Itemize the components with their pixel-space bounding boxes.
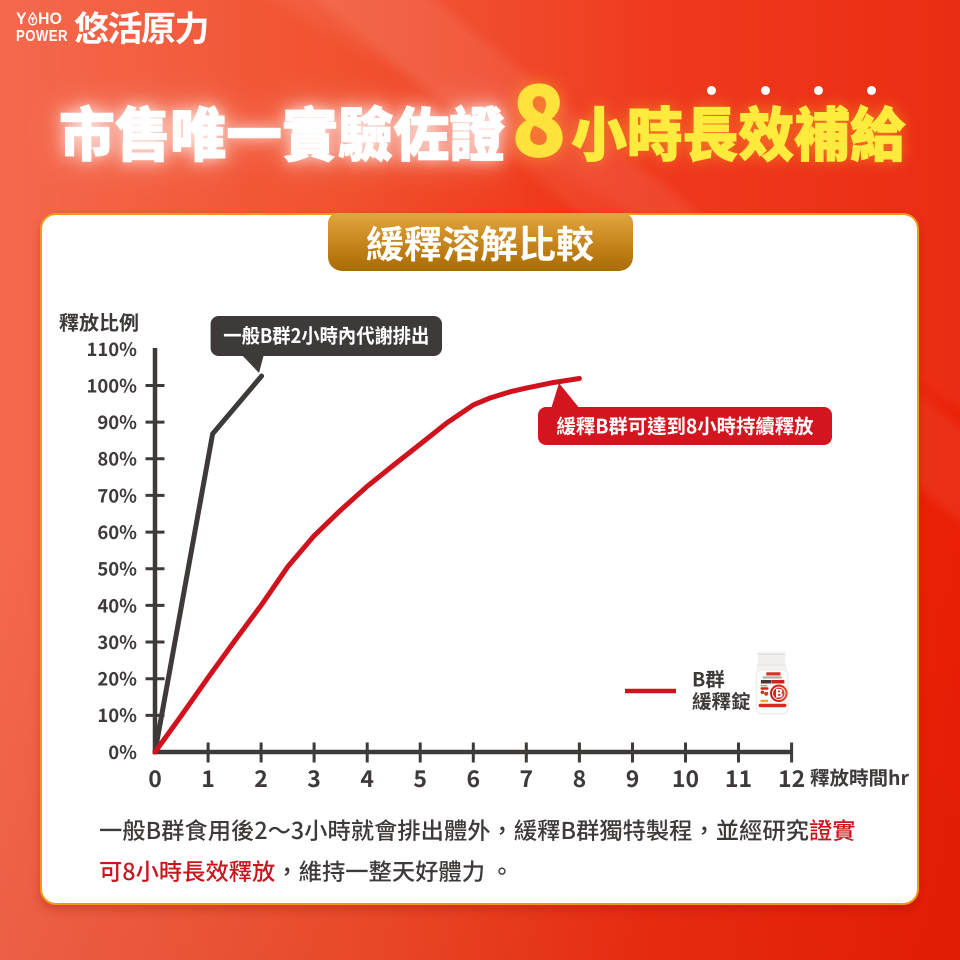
svg-text:6: 6 [467,760,481,794]
svg-text:11: 11 [725,760,752,794]
svg-text:一般B群2小時內代謝排出: 一般B群2小時內代謝排出 [223,320,429,349]
svg-text:30%: 30% [97,629,137,655]
svg-text:釋放時間hr: 釋放時間hr [810,762,909,791]
svg-text:4: 4 [360,760,374,794]
svg-text:110%: 110% [86,336,137,362]
svg-text:1: 1 [201,760,215,794]
svg-text:10%: 10% [97,702,137,728]
svg-text:12: 12 [778,760,805,794]
svg-text:0: 0 [148,760,162,794]
svg-text:8: 8 [573,760,587,794]
svg-text:7: 7 [520,760,534,794]
svg-text:70%: 70% [97,482,137,508]
svg-text:3: 3 [307,760,321,794]
svg-text:釋放比例: 釋放比例 [59,307,139,336]
svg-text:B群: B群 [692,664,725,693]
svg-text:60%: 60% [97,519,137,545]
svg-text:緩釋錠: 緩釋錠 [692,686,751,715]
svg-text:9: 9 [626,760,640,794]
svg-text:80%: 80% [97,446,137,472]
svg-text:10: 10 [672,760,699,794]
svg-text:緩釋B群可達到8小時持續釋放: 緩釋B群可達到8小時持續釋放 [557,411,814,440]
svg-text:B: B [775,685,783,701]
svg-text:100%: 100% [86,372,137,398]
svg-text:0%: 0% [108,739,137,765]
svg-text:20%: 20% [97,666,137,692]
svg-text:40%: 40% [97,592,137,618]
svg-text:5: 5 [413,760,427,794]
svg-text:90%: 90% [97,409,137,435]
svg-text:50%: 50% [97,556,137,582]
svg-text:2: 2 [254,760,268,794]
